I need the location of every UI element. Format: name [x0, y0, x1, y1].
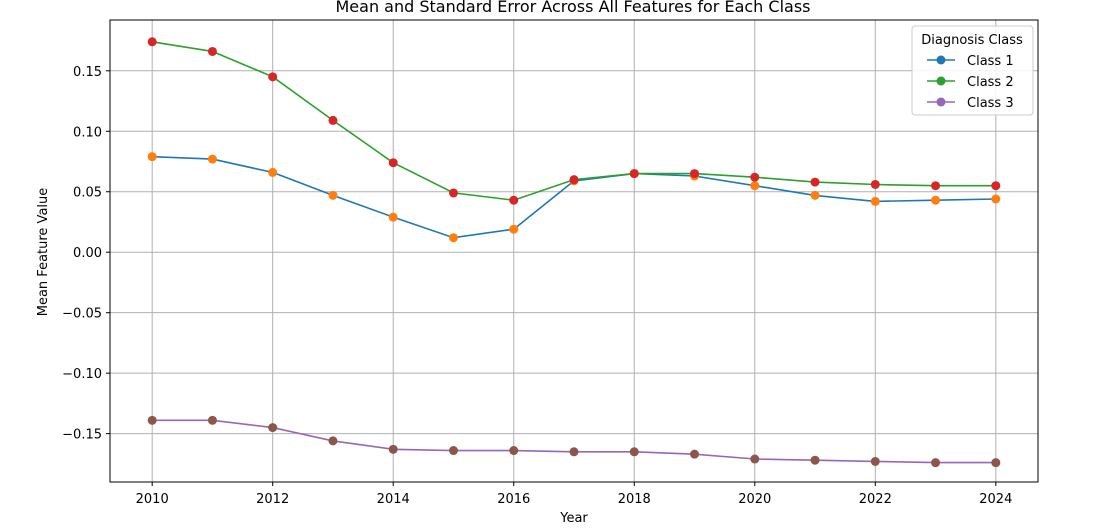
plot-area-frame — [109, 19, 1039, 483]
x-tick-label: 2018 — [618, 492, 651, 507]
data-point — [931, 181, 941, 191]
legend-label: Class 1 — [967, 54, 1014, 69]
data-point — [931, 195, 941, 205]
legend-marker — [936, 76, 946, 86]
data-point — [207, 154, 217, 164]
series-line — [152, 155, 996, 239]
data-point — [629, 169, 639, 179]
x-tick-label: 2022 — [859, 492, 892, 507]
data-point — [870, 456, 880, 466]
data-point — [810, 177, 820, 187]
x-tick-label: 2020 — [738, 492, 771, 507]
data-point — [991, 458, 1001, 468]
data-point — [870, 179, 880, 189]
legend-marker — [936, 55, 946, 65]
data-point — [810, 455, 820, 465]
y-tick-label: −0.15 — [62, 428, 102, 443]
data-point — [448, 233, 458, 243]
x-tick-label: 2016 — [497, 492, 530, 507]
x-tick-label: 2014 — [377, 492, 410, 507]
data-point — [690, 449, 700, 459]
y-tick-label: 0.10 — [73, 125, 102, 140]
data-point — [690, 169, 700, 179]
x-axis-label: Year — [559, 511, 588, 526]
data-point — [991, 194, 1001, 204]
y-tick-label: −0.10 — [62, 367, 102, 382]
data-point — [328, 115, 338, 125]
data-point — [147, 37, 157, 47]
data-point — [569, 175, 579, 185]
data-point — [388, 212, 398, 222]
data-point — [147, 152, 157, 162]
data-point — [147, 415, 157, 425]
data-point — [870, 196, 880, 206]
data-point — [931, 458, 941, 468]
series-1 — [147, 152, 1001, 243]
data-point — [750, 454, 760, 464]
grid-lines — [110, 20, 1038, 482]
data-point — [268, 167, 278, 177]
data-point — [750, 181, 760, 191]
y-tick-label: −0.05 — [62, 307, 102, 322]
data-point — [268, 423, 278, 433]
data-point — [207, 46, 217, 56]
y-tick-label: 0.05 — [73, 186, 102, 201]
y-axis: 0.15 0.10 0.05 0.00 −0.05 −0.10 −0.15 — [62, 65, 110, 443]
y-axis-label: Mean Feature Value — [36, 188, 51, 317]
series-layer — [147, 37, 1001, 468]
x-tick-label: 2010 — [136, 492, 169, 507]
data-point — [629, 447, 639, 457]
data-point — [810, 190, 820, 200]
data-point — [207, 415, 217, 425]
series-2 — [147, 37, 1001, 205]
legend-label: Class 3 — [967, 96, 1014, 111]
legend-title: Diagnosis Class — [921, 33, 1023, 48]
data-point — [268, 72, 278, 82]
y-tick-label: 0.00 — [73, 246, 102, 261]
data-point — [509, 224, 519, 234]
legend-label: Class 2 — [967, 75, 1014, 90]
x-tick-label: 2012 — [256, 492, 289, 507]
legend: Diagnosis Class Class 1 Class 2 Class 3 — [911, 25, 1034, 116]
series-3 — [147, 415, 1001, 468]
data-point — [448, 446, 458, 456]
x-axis: 2010 2012 2014 2016 2018 2020 2022 2024 — [136, 482, 1012, 507]
data-point — [388, 158, 398, 168]
data-point — [328, 190, 338, 200]
data-point — [388, 444, 398, 454]
data-point — [448, 188, 458, 198]
data-point — [750, 172, 760, 182]
y-tick-label: 0.15 — [73, 65, 102, 80]
x-tick-label: 2024 — [979, 492, 1012, 507]
data-point — [569, 447, 579, 457]
data-point — [991, 181, 1001, 191]
legend-box — [911, 25, 1034, 116]
data-point — [509, 446, 519, 456]
data-point — [328, 436, 338, 446]
legend-marker — [936, 97, 946, 107]
chart-title: Mean and Standard Error Across All Featu… — [336, 0, 811, 16]
data-point — [509, 195, 519, 205]
